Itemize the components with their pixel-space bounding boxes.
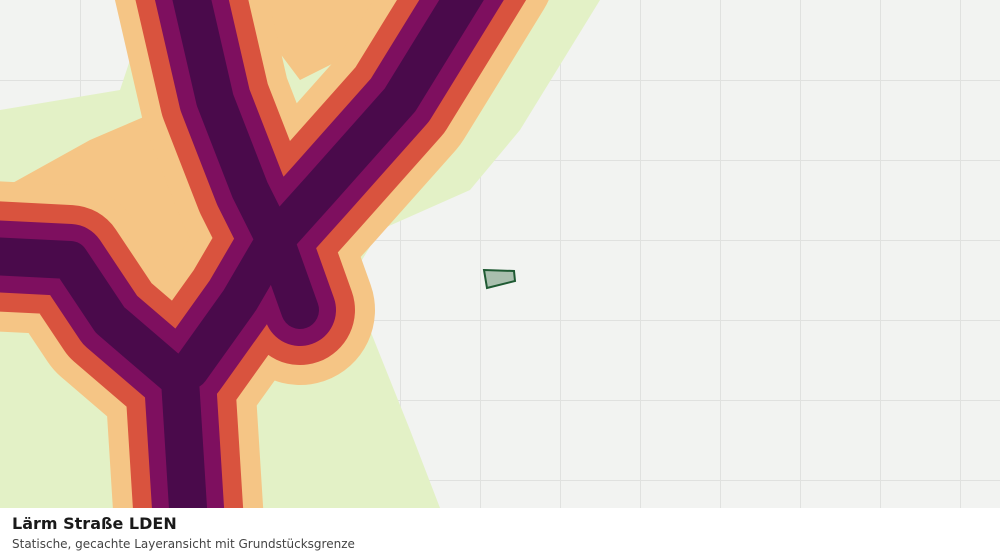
parcel-boundary — [482, 268, 517, 290]
layer-subtitle: Statische, gecachte Layeransicht mit Gru… — [12, 537, 355, 551]
layer-title: Lärm Straße LDEN — [12, 514, 177, 533]
info-panel: Lärm Straße LDEN Statische, gecachte Lay… — [0, 508, 1000, 560]
noise-layer — [0, 0, 600, 508]
map — [0, 0, 1000, 508]
